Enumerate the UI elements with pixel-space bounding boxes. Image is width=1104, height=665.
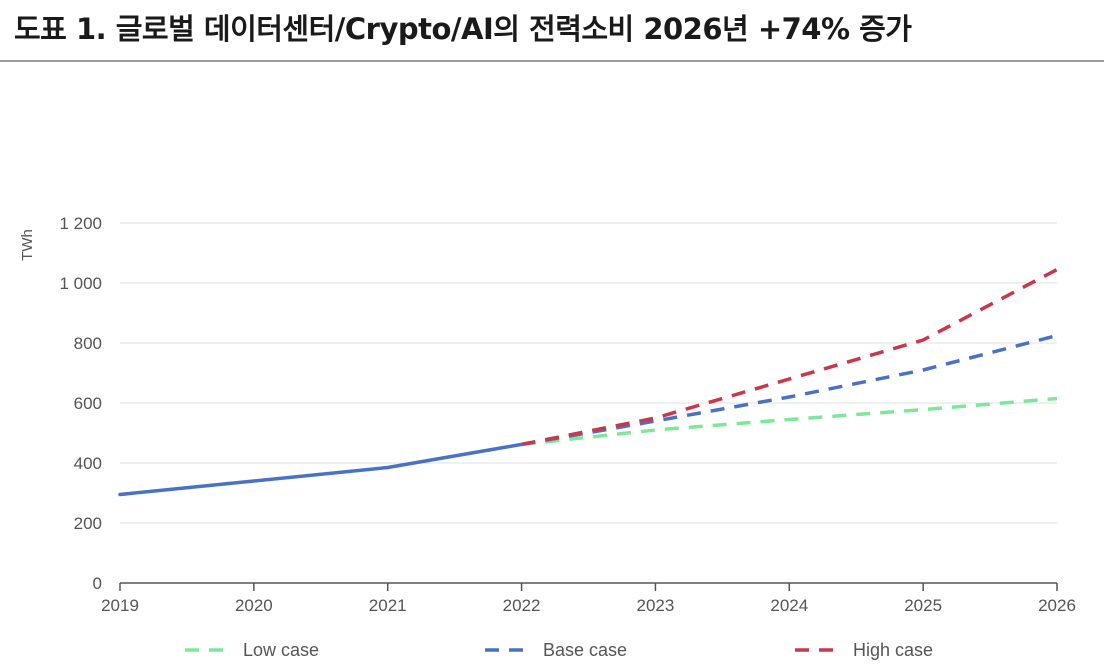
y-axis-label: TWh	[19, 229, 36, 261]
y-tick-label: 200	[74, 514, 102, 533]
y-tick-label: 1 200	[59, 214, 102, 233]
series-line-high-case	[521, 267, 1058, 447]
chart-title: 도표 1. 글로벌 데이터센터/Crypto/AI의 전력소비 2026년 +7…	[14, 12, 912, 46]
y-tick-label: 400	[74, 454, 102, 473]
x-tick-label: 2019	[101, 596, 139, 615]
x-tick-label: 2021	[369, 596, 407, 615]
x-tick-label: 2026	[1038, 596, 1076, 615]
legend-label: Low case	[243, 640, 319, 660]
x-tick-label: 2023	[637, 596, 675, 615]
title-divider	[0, 60, 1104, 62]
x-tick-label: 2022	[503, 596, 541, 615]
y-tick-label: 1 000	[59, 274, 102, 293]
y-tick-label: 800	[74, 334, 102, 353]
x-tick-label: 2024	[770, 596, 808, 615]
historical-line	[118, 442, 524, 497]
x-tick-label: 2020	[235, 596, 273, 615]
series-line-base-case	[521, 333, 1058, 447]
x-tick-label: 2025	[904, 596, 942, 615]
y-tick-label: 600	[74, 394, 102, 413]
series-line-low-case	[521, 396, 1058, 447]
legend-label: Base case	[543, 640, 627, 660]
y-tick-label: 0	[93, 574, 102, 593]
legend-label: High case	[853, 640, 933, 660]
